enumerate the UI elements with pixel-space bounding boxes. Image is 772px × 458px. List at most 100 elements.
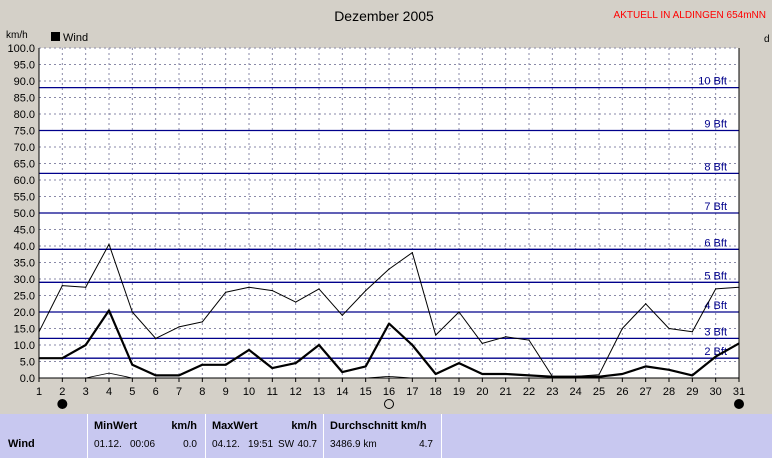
x-tick-label: 21 [500,386,512,398]
x-tick-label: 17 [406,386,418,398]
beaufort-label: 4 Bft [704,300,727,312]
y-tick-label: 60.0 [14,175,35,187]
stats-label-cell: Wind [0,414,88,458]
data-point [388,322,390,325]
data-point [85,286,87,288]
stats-max-cell: MaxWert km/h 04.12. 19:51 SW 40.7 [206,414,324,458]
data-point [621,373,623,375]
data-point [108,309,110,311]
grid [38,47,740,379]
data-point [108,372,110,374]
x-tick-label: 1 [36,386,42,398]
data-point [318,344,320,346]
y-tick-label: 100.0 [7,43,35,55]
data-point [551,375,553,377]
x-tick-label: 10 [243,386,255,398]
data-point [458,311,460,313]
beaufort-label: 5 Bft [704,270,727,282]
max-date: 04.12. [212,439,240,450]
stats-min-cell: MinWert km/h 01.12. 00:06 0.0 [88,414,206,458]
data-point [178,326,180,328]
data-point [481,342,483,344]
beaufort-label: 6 Bft [704,237,727,249]
x-tick-label: 6 [153,386,159,398]
data-point [248,349,250,351]
x-tick-label: 30 [710,386,722,398]
data-point [598,376,600,378]
data-point [645,365,647,368]
x-tick-label: 24 [570,386,582,398]
max-direction: SW [278,439,295,450]
x-tick-label: 2 [59,386,65,398]
data-point [481,373,483,375]
beaufort-label: 3 Bft [704,326,727,338]
y-tick-label: 10.0 [14,340,35,352]
y-tick-label: 85.0 [14,93,35,105]
axes: 0.0 5.0 10.0 15.0 20.0 25.0 30.0 35.0 40.0 45.0 50… [7,43,745,398]
x-tick-label: 8 [199,386,205,398]
data-point [201,321,203,323]
y-tick-label: 30.0 [14,274,35,286]
data-point [155,337,157,339]
y-tick-label: 55.0 [14,192,35,204]
min-time: 00:06 [130,439,156,450]
data-point [458,362,460,364]
x-tick-label: 4 [106,386,112,398]
data-point [411,252,413,254]
data-point [528,339,530,341]
x-tick-label: 19 [453,386,465,398]
data-point [715,288,717,290]
y-axis-unit: km/h [6,30,28,41]
x-tick-label: 18 [430,386,442,398]
data-point [295,362,297,364]
data-point [505,336,507,338]
data-point [61,357,63,359]
avg-distance: 3486.9 km [330,439,377,450]
stats-row-label: Wind [8,438,35,450]
moon-phases [57,399,744,409]
data-point [201,364,203,366]
x-tick-label: 20 [476,386,488,398]
data-point [575,375,577,377]
max-header: MaxWert [212,420,258,432]
data-point [411,344,413,346]
data-point [295,301,297,303]
data-point [178,374,180,376]
min-header: MinWert [94,420,138,432]
data-point [365,289,367,292]
data-point [691,331,693,333]
moon-full-icon [57,399,68,409]
stats-avg-cell: Durchschnitt km/h 3486.9 km 4.7 [324,414,442,458]
data-point [85,344,87,346]
x-tick-label: 9 [223,386,229,398]
beaufort-label: 9 Bft [704,119,727,131]
moon-full-icon [734,399,744,409]
data-point [61,285,63,287]
y-tick-label: 80.0 [14,109,35,121]
legend-wind-swatch [51,32,60,41]
y-tick-label: 40.0 [14,241,35,253]
data-point [131,364,133,366]
data-point [388,268,390,270]
max-unit: km/h [291,420,317,432]
data-point [598,374,600,376]
data-point [668,327,670,330]
beaufort-label: 7 Bft [704,201,727,213]
x-tick-label: 27 [640,386,652,398]
data-point [435,373,437,375]
data-point [715,355,717,358]
y-tick-label: 70.0 [14,142,35,154]
x-tick-label: 7 [176,386,182,398]
data-point [528,374,530,376]
data-point [388,375,390,377]
status-text: AKTUELL IN ALDINGEN 654mNN [614,10,766,21]
x-tick-label: 12 [290,386,302,398]
data-point [505,373,507,375]
y-tick-label: 35.0 [14,258,35,270]
x-tick-label: 15 [360,386,372,398]
x-tick-label: 25 [593,386,605,398]
chart-title: Dezember 2005 [334,8,434,24]
x-tick-label: 23 [546,386,558,398]
x-tick-label: 22 [523,386,535,398]
